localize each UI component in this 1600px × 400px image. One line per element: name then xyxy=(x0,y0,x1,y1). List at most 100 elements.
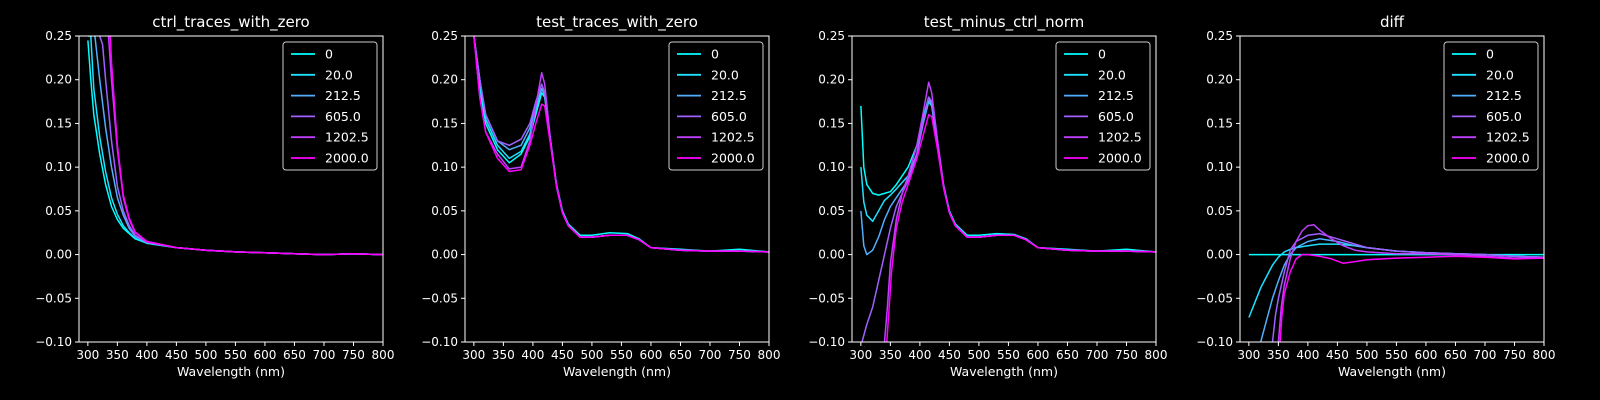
x-tick-label: 700 xyxy=(1086,348,1109,362)
x-tick-label: 350 xyxy=(106,348,129,362)
x-tick-label: 500 xyxy=(1355,348,1378,362)
legend-label: 0 xyxy=(1098,47,1106,62)
legend-label: 212.5 xyxy=(711,88,747,103)
x-tick-label: 800 xyxy=(1533,348,1556,362)
x-tick-label: 300 xyxy=(462,348,485,362)
axes-frame xyxy=(1239,35,1545,343)
x-tick-label: 450 xyxy=(1326,348,1349,362)
x-tick-label: 800 xyxy=(1145,348,1168,362)
legend-label: 20.0 xyxy=(325,67,353,82)
y-tick-label: −0.10 xyxy=(808,335,845,349)
y-tick-label: 0.00 xyxy=(45,248,72,262)
legend: 0 20.0 212.5 605.0 1202.5 2000.0 xyxy=(668,41,764,171)
legend-label: 0 xyxy=(325,47,333,62)
x-tick-label: 400 xyxy=(521,348,544,362)
legend-label: 605.0 xyxy=(1098,109,1134,124)
x-tick-label: 700 xyxy=(699,348,722,362)
x-tick-label: 550 xyxy=(1385,348,1408,362)
x-tick-label: 600 xyxy=(253,348,276,362)
y-tick-label: −0.05 xyxy=(808,291,845,305)
x-tick-label: 500 xyxy=(194,348,217,362)
x-tick-label: 450 xyxy=(551,348,574,362)
chart-panel-3: test_minus_ctrl_norm 300 350 400 450 500 550 60… xyxy=(808,13,1167,379)
x-tick-label: 500 xyxy=(967,348,990,362)
x-tick-label: 400 xyxy=(1296,348,1319,362)
y-tick-label: −0.05 xyxy=(421,291,458,305)
x-tick-label: 350 xyxy=(879,348,902,362)
x-tick-label: 750 xyxy=(1503,348,1526,362)
series-line-2000-0 xyxy=(109,36,383,256)
y-tick-label: 0.10 xyxy=(431,160,458,174)
y-tick-label: 0.10 xyxy=(818,160,845,174)
legend-label: 212.5 xyxy=(1098,88,1134,103)
legend-label: 1202.5 xyxy=(325,130,369,145)
y-tick-label: −0.10 xyxy=(35,335,72,349)
y-tick-label: 0.25 xyxy=(431,29,458,43)
legend-label: 0 xyxy=(1486,47,1494,62)
x-tick-label: 550 xyxy=(224,348,247,362)
x-tick-label: 450 xyxy=(165,348,188,362)
axes-frame xyxy=(464,35,770,343)
legend-label: 0 xyxy=(711,47,719,62)
x-tick-label: 400 xyxy=(135,348,158,362)
series-line-2000-0 xyxy=(886,113,1156,342)
series-group xyxy=(473,36,769,253)
legend-label: 212.5 xyxy=(325,88,361,103)
y-tick-label: 0.15 xyxy=(818,116,845,130)
x-tick-label: 500 xyxy=(580,348,603,362)
axes-frame xyxy=(851,35,1157,343)
legend-label: 20.0 xyxy=(1098,67,1126,82)
x-tick-label: 600 xyxy=(1414,348,1437,362)
legend-label: 2000.0 xyxy=(325,151,369,166)
x-tick-label: 550 xyxy=(610,348,633,362)
legend: 0 20.0 212.5 605.0 1202.5 2000.0 xyxy=(1055,41,1151,171)
legend-label: 2000.0 xyxy=(1486,151,1530,166)
legend-label: 2000.0 xyxy=(711,151,755,166)
y-tick-label: 0.25 xyxy=(45,29,72,43)
legend-label: 605.0 xyxy=(1486,109,1522,124)
x-tick-label: 350 xyxy=(1267,348,1290,362)
x-tick-label: 350 xyxy=(492,348,515,362)
x-axis-label: Wavelength (nm) xyxy=(177,364,285,379)
x-tick-label: 700 xyxy=(1474,348,1497,362)
y-tick-label: −0.10 xyxy=(1196,335,1233,349)
legend-label: 605.0 xyxy=(325,109,361,124)
x-axis-label: Wavelength (nm) xyxy=(950,364,1058,379)
x-tick-label: 600 xyxy=(1026,348,1049,362)
chart-title: test_minus_ctrl_norm xyxy=(924,13,1085,32)
y-tick-label: 0.20 xyxy=(1206,73,1233,87)
x-tick-label: 750 xyxy=(342,348,365,362)
legend: 0 20.0 212.5 605.0 1202.5 2000.0 xyxy=(1443,41,1539,171)
series-line-2000-0 xyxy=(473,36,769,253)
y-tick-label: 0.20 xyxy=(818,73,845,87)
y-tick-label: 0.05 xyxy=(431,204,458,218)
series-line-605-0 xyxy=(1271,232,1544,342)
series-line-1202-5 xyxy=(1277,224,1544,342)
x-tick-label: 600 xyxy=(639,348,662,362)
y-tick-label: 0.15 xyxy=(1206,116,1233,130)
series-line-2000-0 xyxy=(1279,253,1544,342)
y-tick-label: 0.05 xyxy=(1206,204,1233,218)
x-tick-label: 300 xyxy=(76,348,99,362)
x-tick-label: 650 xyxy=(1056,348,1079,362)
y-tick-label: 0.05 xyxy=(45,204,72,218)
chart-panel-2: test_traces_with_zero 300 350 400 450 500 550 6… xyxy=(421,13,780,379)
y-tick-label: −0.10 xyxy=(421,335,458,349)
x-axis-label: Wavelength (nm) xyxy=(1338,364,1446,379)
y-tick-label: 0.10 xyxy=(45,160,72,174)
x-tick-label: 650 xyxy=(669,348,692,362)
chart-title: diff xyxy=(1380,13,1405,31)
x-tick-label: 800 xyxy=(372,348,395,362)
x-tick-label: 400 xyxy=(908,348,931,362)
y-tick-label: 0.25 xyxy=(818,29,845,43)
legend-label: 212.5 xyxy=(1486,88,1522,103)
legend-label: 2000.0 xyxy=(1098,151,1142,166)
x-tick-label: 800 xyxy=(758,348,781,362)
x-tick-label: 650 xyxy=(1444,348,1467,362)
y-tick-label: 0.15 xyxy=(45,116,72,130)
x-tick-label: 750 xyxy=(728,348,751,362)
x-tick-label: 450 xyxy=(938,348,961,362)
legend-label: 1202.5 xyxy=(1486,130,1530,145)
legend-label: 605.0 xyxy=(711,109,747,124)
